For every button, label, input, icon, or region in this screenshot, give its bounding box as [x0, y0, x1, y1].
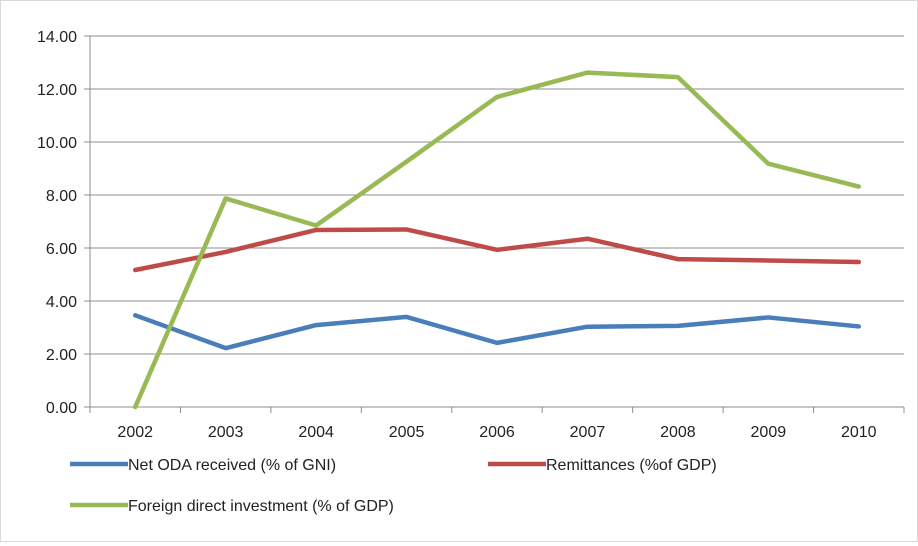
- y-axis-tick-labels: 0.00 2.00 4.00 6.00 8.00 10.00 12.00 14.00: [37, 29, 77, 417]
- x-tick-label: 2008: [660, 424, 696, 441]
- gridlines: [84, 35, 904, 408]
- y-tick-label: 14.00: [37, 29, 77, 46]
- legend-label-2: Remittances (%of GDP): [546, 457, 717, 474]
- series-line-3: [132, 70, 862, 410]
- y-tick-label: 2.00: [46, 347, 77, 364]
- y-tick-label: 10.00: [37, 135, 77, 152]
- legend: Net ODA received (% of GNI) Remittances (…: [70, 457, 717, 515]
- y-tick-label: 4.00: [46, 294, 77, 311]
- x-tick-label: 2005: [389, 424, 425, 441]
- series-line-1: [132, 313, 862, 351]
- legend-label-1: Net ODA received (% of GNI): [128, 457, 336, 474]
- x-tick-label: 2007: [570, 424, 606, 441]
- y-tick-label: 12.00: [37, 82, 77, 99]
- x-tick-label: 2004: [298, 424, 334, 441]
- x-axis: 2002 2003 2004 2005 2006 2007 2008 2009 2010: [89, 36, 905, 441]
- legend-label-3: Foreign direct investment (% of GDP): [128, 498, 394, 515]
- x-tick-label: 2002: [117, 424, 153, 441]
- x-tick-label: 2003: [208, 424, 244, 441]
- y-tick-label: 6.00: [46, 241, 77, 258]
- series-line-2: [132, 227, 862, 273]
- y-tick-label: 0.00: [46, 400, 77, 417]
- x-tick-label: 2010: [841, 424, 877, 441]
- y-tick-label: 8.00: [46, 188, 77, 205]
- x-tick-label: 2006: [479, 424, 515, 441]
- series-lines: [132, 70, 862, 410]
- x-tick-label: 2009: [751, 424, 787, 441]
